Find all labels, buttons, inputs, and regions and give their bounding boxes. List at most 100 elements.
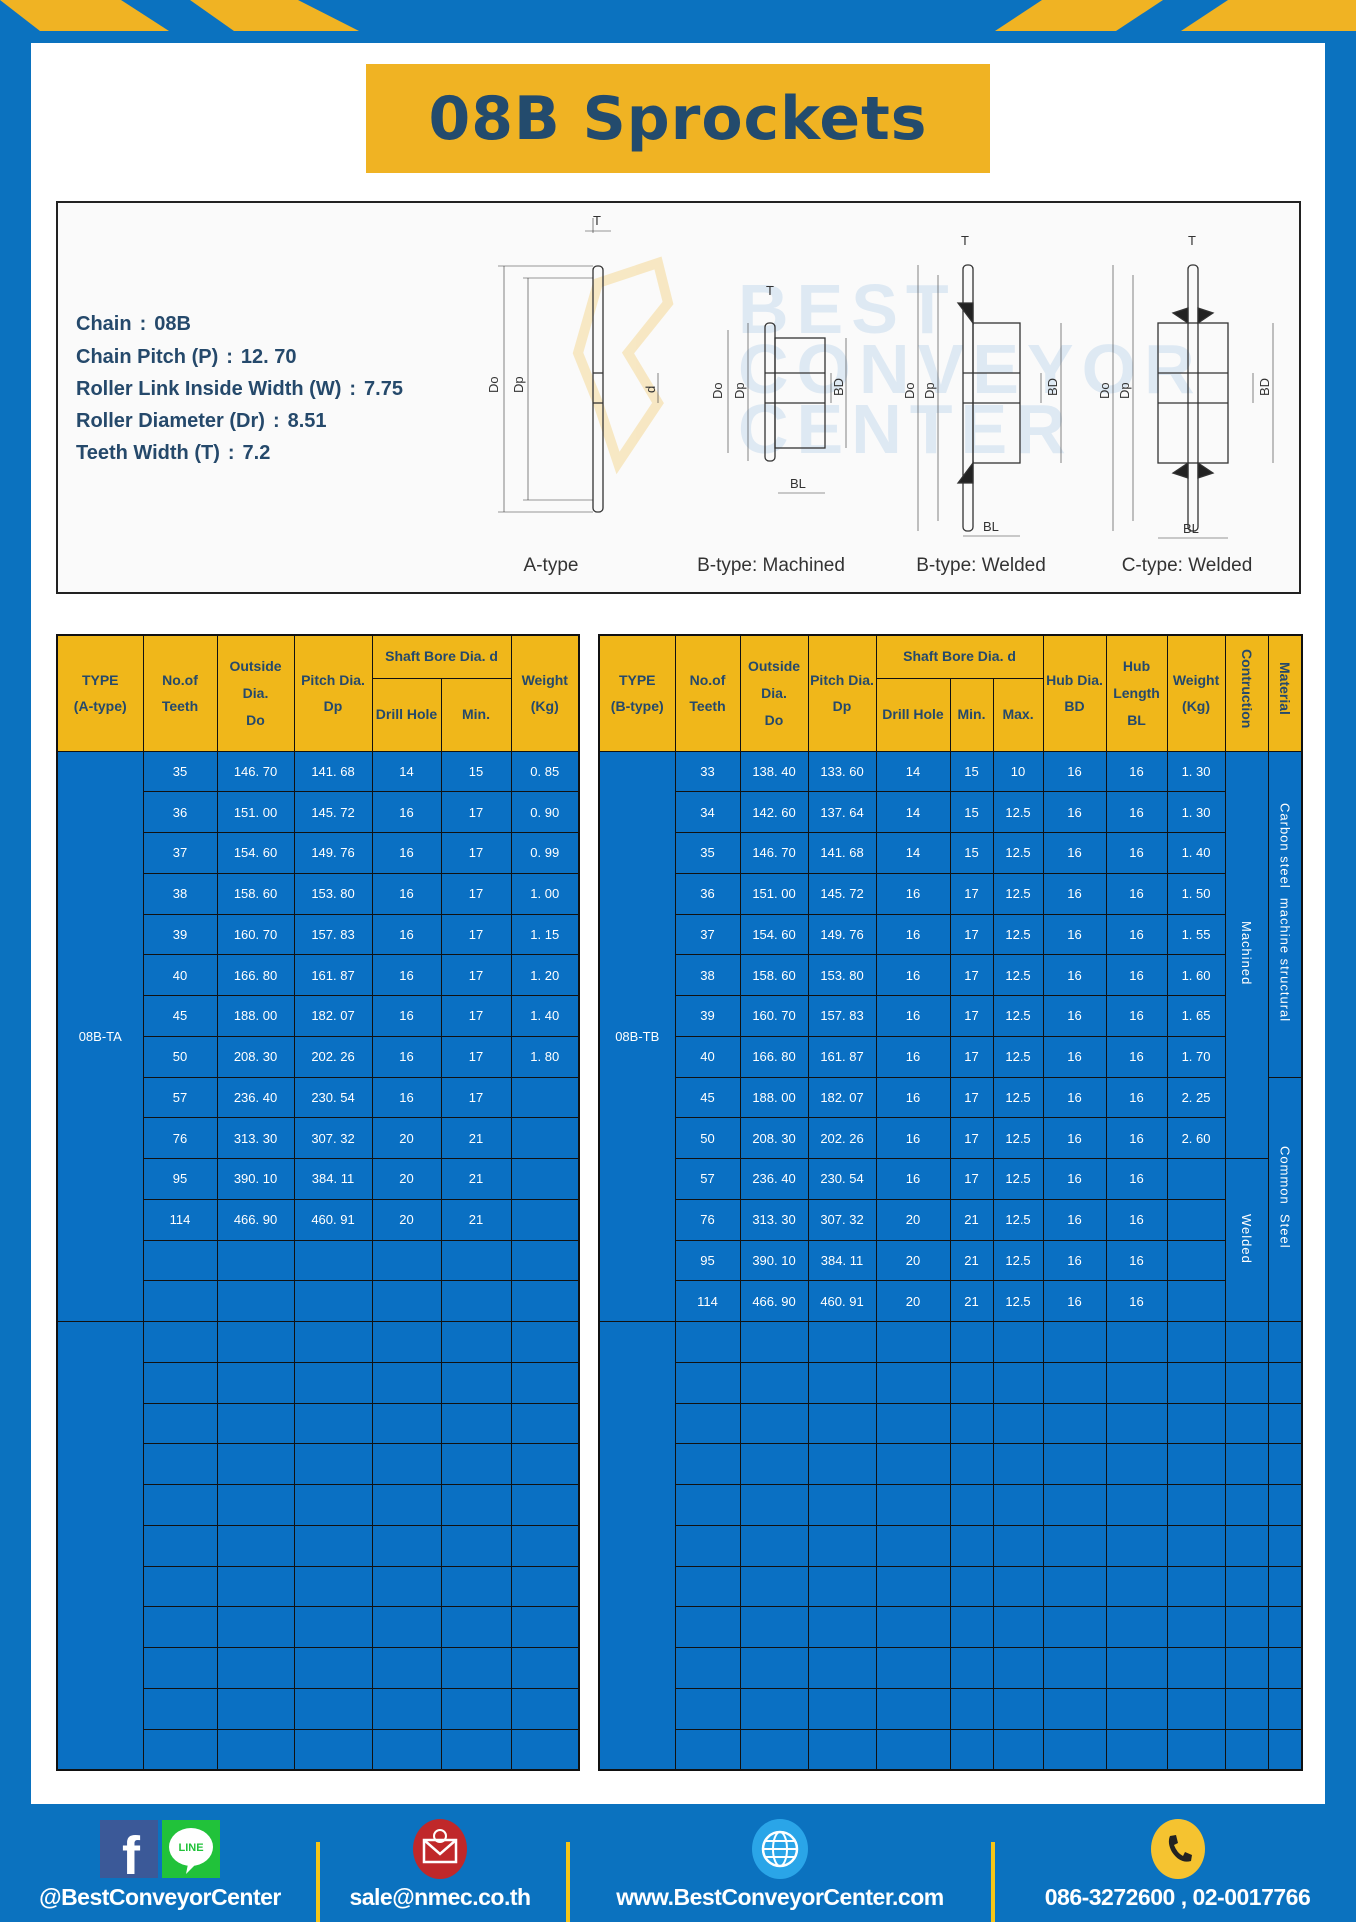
header-drill-hole: Drill Hole <box>875 677 951 752</box>
svg-text:f: f <box>122 1826 141 1878</box>
empty-cell <box>216 1361 295 1404</box>
table-row: 95 390. 10 384. 11 20 21 12.5 16 16 <box>599 1239 1302 1282</box>
empty-cell <box>875 1565 951 1608</box>
empty-cell <box>293 1728 373 1771</box>
email-address[interactable]: sale@nmec.co.th <box>349 1884 531 1910</box>
empty-cell <box>1166 1484 1226 1526</box>
empty-cell <box>739 1606 809 1648</box>
table-cell: 16 <box>371 913 442 956</box>
table-cell: 17 <box>440 872 512 915</box>
empty-cell <box>674 1361 741 1404</box>
phone-numbers[interactable]: 086-3272600 , 02-0017766 <box>1044 1884 1311 1910</box>
empty-cell <box>875 1524 951 1567</box>
empty-cell <box>371 1565 442 1608</box>
table-row: 38 158. 60 153. 80 16 17 12.5 16 16 1. 60 <box>599 954 1302 996</box>
type-cell: 08B-TB <box>598 750 676 1322</box>
empty-cell <box>1224 1606 1269 1648</box>
table-cell: 12.5 <box>992 1076 1044 1119</box>
table-cell: 16 <box>1105 954 1168 996</box>
empty-row <box>599 1647 1303 1689</box>
table-cell <box>440 1239 512 1282</box>
spec-chain: Chain:08B <box>76 313 191 335</box>
empty-cell <box>216 1402 295 1445</box>
empty-cell <box>293 1647 373 1689</box>
construction-cell: Welded <box>1224 1158 1269 1322</box>
table-cell: 16 <box>1105 832 1168 874</box>
dim-T-bm: T <box>766 283 774 298</box>
table-cell: 151. 00 <box>216 791 295 833</box>
table-cell: 39 <box>674 995 741 1037</box>
table-cell: 17 <box>949 954 994 996</box>
table-cell: 37 <box>674 913 741 956</box>
table-cell <box>371 1280 442 1322</box>
empty-cell <box>293 1484 373 1526</box>
empty-cell <box>1224 1687 1269 1730</box>
empty-row <box>57 1687 580 1730</box>
table-cell <box>293 1280 373 1322</box>
empty-cell <box>807 1361 877 1404</box>
table-cell: 460. 91 <box>807 1280 877 1322</box>
svg-text:CENTER: CENTER <box>738 390 1074 468</box>
empty-cell <box>674 1565 741 1608</box>
table-cell: 12.5 <box>992 1158 1044 1200</box>
social-handle[interactable]: @BestConveyorCenter <box>39 1884 281 1910</box>
empty-cell <box>807 1484 877 1526</box>
globe-icon[interactable] <box>751 1818 809 1880</box>
empty-cell <box>949 1728 994 1771</box>
empty-cell <box>807 1647 877 1689</box>
dim-Do-bw: Do <box>902 382 917 399</box>
empty-cell <box>807 1443 877 1485</box>
dim-BD-bm: BD <box>831 378 846 396</box>
table-cell: 16 <box>1042 1158 1107 1200</box>
table-cell: 236. 40 <box>216 1076 295 1119</box>
table-row: 57 236. 40 230. 54 16 17 12.5 16 16 Welded <box>599 1158 1302 1322</box>
table-cell: 17 <box>949 995 994 1037</box>
table-cell: 16 <box>1105 1198 1168 1241</box>
facebook-icon[interactable]: f <box>100 1820 158 1878</box>
table-cell: 141. 68 <box>293 750 373 793</box>
table-cell: 20 <box>875 1280 951 1322</box>
table-cell: 20 <box>371 1198 442 1241</box>
table-cell: 16 <box>1105 791 1168 833</box>
table-row: 45 188. 00 182. 07 16 17 12.5 16 16 2. 25 Common … <box>599 1076 1303 1322</box>
table-cell: 12.5 <box>992 791 1044 833</box>
empty-cell <box>992 1687 1044 1730</box>
table-cell: 16 <box>1105 1158 1168 1200</box>
empty-type-cell <box>598 1320 676 1771</box>
empty-row <box>599 1524 1303 1567</box>
table-cell: 57 <box>142 1076 218 1119</box>
empty-cell <box>1267 1728 1303 1771</box>
table-cell: 16 <box>875 872 951 915</box>
table-cell: 16 <box>875 1076 951 1119</box>
empty-cell <box>949 1361 994 1404</box>
table-row: 08B-TB 33 138. 40 133. 60 14 15 10 16 16 1. 30 Mac… <box>598 750 1303 1322</box>
empty-row <box>57 1361 580 1404</box>
table-cell: 230. 54 <box>807 1158 877 1200</box>
empty-cell <box>371 1687 442 1730</box>
table-cell: 154. 60 <box>216 832 295 874</box>
table-cell: 20 <box>371 1158 442 1200</box>
table-cell: 161. 87 <box>293 954 373 996</box>
table-cell: 16 <box>371 832 442 874</box>
empty-row <box>598 1320 1303 1771</box>
phone-icon[interactable] <box>1150 1818 1206 1880</box>
title-banner: 08B Sprockets <box>366 64 990 173</box>
empty-cell <box>1105 1524 1168 1567</box>
table-row: 36 151. 00 145. 72 16 17 12.5 16 16 1. 50 <box>599 872 1302 915</box>
line-icon[interactable]: LINE <box>162 1820 220 1878</box>
table-cell: 390. 10 <box>739 1239 809 1282</box>
empty-cell <box>875 1443 951 1485</box>
empty-cell <box>739 1687 809 1730</box>
empty-cell <box>1166 1728 1226 1771</box>
empty-cell <box>1224 1402 1269 1445</box>
b-type-machined-drawing <box>727 322 847 494</box>
email-icon[interactable] <box>412 1818 468 1880</box>
empty-cell <box>440 1565 512 1608</box>
table-cell <box>510 1158 580 1200</box>
website-link[interactable]: www.BestConveyorCenter.com <box>616 1884 944 1910</box>
empty-cell <box>371 1606 442 1648</box>
empty-cell <box>739 1402 809 1445</box>
empty-cell <box>216 1484 295 1526</box>
a-type-table: TYPE (A-type) No.of Teeth Outside Dia. Do Pi… <box>56 634 581 1771</box>
empty-cell <box>807 1606 877 1648</box>
